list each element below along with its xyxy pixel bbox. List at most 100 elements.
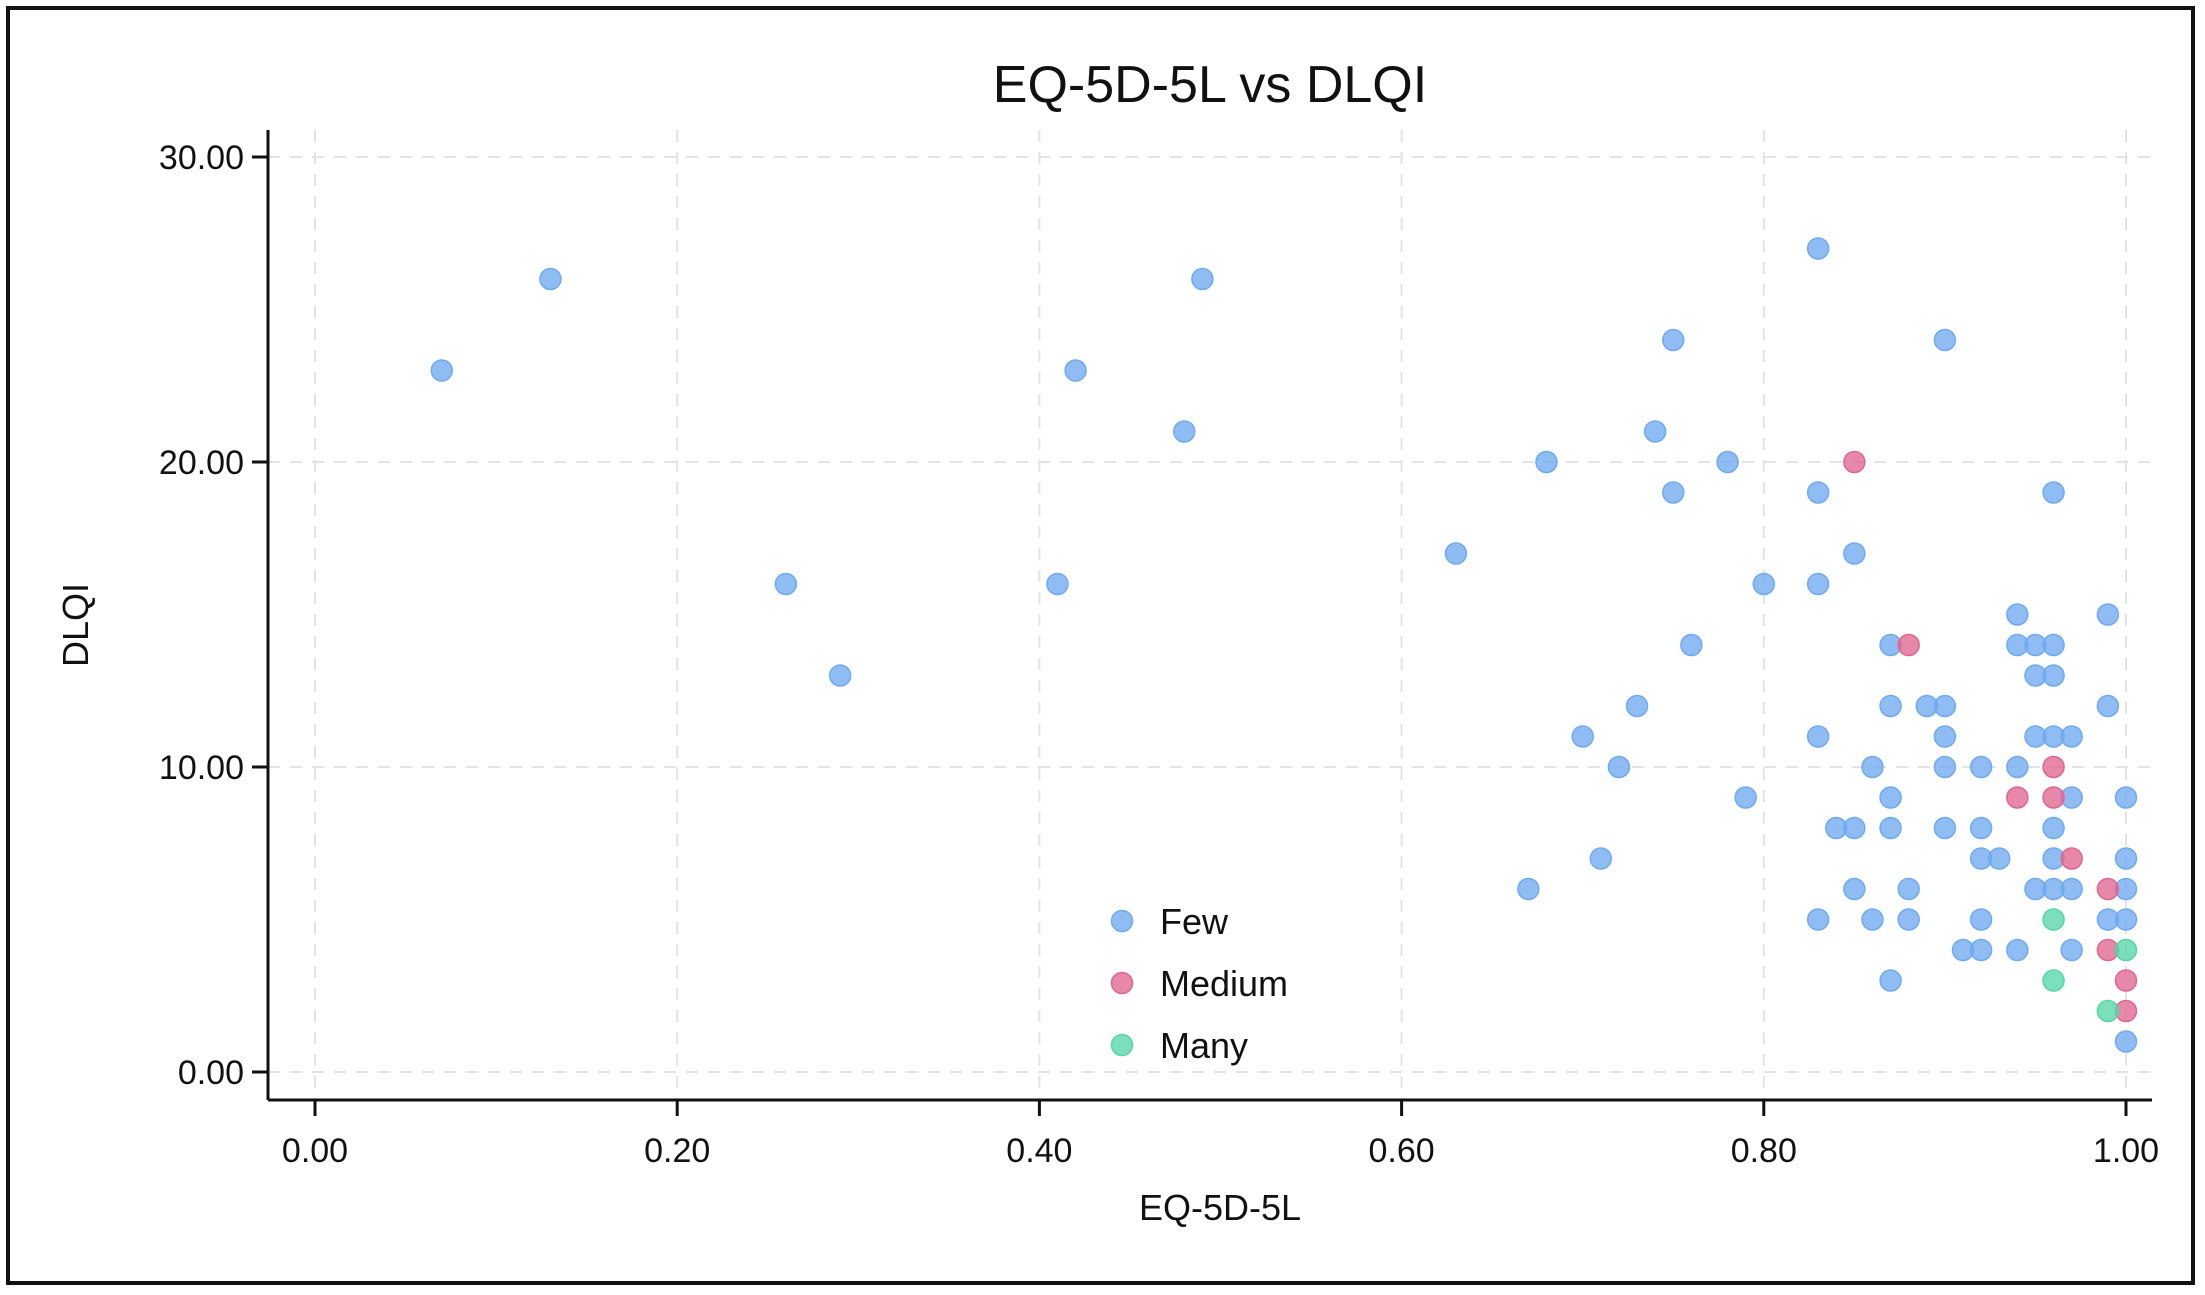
- y-tick-label: 20.00: [159, 444, 244, 482]
- data-point-few: [1625, 694, 1649, 718]
- data-point-few: [2042, 481, 2065, 504]
- x-tick-label: 1.00: [2093, 1132, 2159, 1170]
- data-point-medium: [1897, 633, 1920, 657]
- legend: Few Medium Many: [1110, 901, 1288, 1066]
- data-point-many: [2114, 938, 2138, 962]
- data-point-few: [539, 267, 562, 291]
- data-point-few: [774, 572, 798, 596]
- data-point-medium: [2114, 969, 2138, 992]
- data-point-few: [1806, 725, 1830, 748]
- data-point-few: [1879, 816, 1902, 840]
- data-point-few: [2060, 938, 2083, 962]
- data-point-many: [2096, 999, 2120, 1023]
- data-point-few: [1517, 877, 1540, 901]
- data-point-few: [1191, 267, 1214, 291]
- data-point-medium: [2096, 877, 2120, 901]
- data-point-few: [1933, 816, 1957, 840]
- grid-lines: [268, 130, 2152, 1100]
- data-point-few: [1607, 755, 1631, 779]
- data-point-few: [1861, 908, 1884, 931]
- data-point-few: [1933, 755, 1957, 779]
- data-point-few: [1173, 420, 1196, 443]
- data-point-few: [1662, 328, 1685, 352]
- data-point-few: [1897, 877, 1920, 901]
- y-axis-label: DLQI: [55, 583, 96, 667]
- data-point-few: [430, 359, 454, 382]
- data-point-few: [2042, 664, 2065, 687]
- legend-label-medium: Medium: [1160, 963, 1288, 1004]
- data-point-few: [2114, 1030, 2138, 1053]
- data-point-few: [2114, 908, 2138, 931]
- data-point-few: [1806, 237, 1830, 260]
- y-tick-label: 30.00: [159, 139, 244, 177]
- legend-marker-few: [1110, 909, 1134, 933]
- chart-frame: [6, 6, 2195, 1285]
- data-point-few: [1662, 481, 1685, 504]
- data-point-medium: [2060, 847, 2083, 870]
- y-tick-label: 10.00: [159, 749, 244, 787]
- data-point-few: [1535, 450, 1558, 474]
- data-point-few: [2096, 694, 2120, 718]
- data-point-many: [2042, 908, 2065, 931]
- data-point-few: [1933, 328, 1957, 352]
- data-point-few: [1879, 969, 1902, 992]
- data-point-few: [1806, 481, 1830, 504]
- legend-marker-many: [1110, 1033, 1134, 1057]
- data-point-few: [2006, 938, 2029, 962]
- x-tick-label: 0.60: [1369, 1132, 1435, 1170]
- data-point-few: [1752, 572, 1776, 596]
- data-point-few: [1571, 725, 1594, 748]
- data-point-medium: [1843, 450, 1866, 474]
- data-point-medium: [2006, 786, 2029, 809]
- data-point-medium: [2042, 755, 2065, 779]
- data-point-few: [828, 664, 852, 687]
- data-point-few: [2006, 603, 2029, 626]
- data-point-few: [2114, 786, 2138, 809]
- data-point-few: [1843, 877, 1866, 901]
- data-point-few: [1046, 572, 1069, 596]
- data-point-few: [1933, 694, 1957, 718]
- data-point-few: [1969, 908, 1993, 931]
- data-point-few: [2042, 816, 2065, 840]
- data-point-few: [2114, 847, 2138, 870]
- chart-title: EQ-5D-5L vs DLQI: [993, 56, 1427, 114]
- legend-marker-medium: [1110, 971, 1134, 995]
- data-point-few: [1643, 420, 1667, 443]
- data-point-medium: [2042, 786, 2065, 809]
- data-point-few: [1716, 450, 1739, 474]
- data-point-few: [1933, 725, 1957, 748]
- data-point-few: [1969, 938, 1993, 962]
- data-point-few: [1861, 755, 1884, 779]
- data-point-few: [1897, 908, 1920, 931]
- data-point-few: [2042, 633, 2065, 657]
- data-point-few: [2060, 877, 2083, 901]
- legend-label-few: Few: [1160, 901, 1229, 942]
- data-point-few: [1843, 542, 1866, 565]
- x-tick-label: 0.20: [644, 1132, 710, 1170]
- x-axis-label: EQ-5D-5L: [1139, 1187, 1301, 1228]
- data-point-few: [1987, 847, 2011, 870]
- data-point-few: [1843, 816, 1866, 840]
- data-point-few: [1969, 816, 1993, 840]
- data-point-few: [2060, 725, 2083, 748]
- data-point-few: [1969, 755, 1993, 779]
- data-points: [430, 237, 2138, 1053]
- x-tick-label: 0.00: [282, 1132, 348, 1170]
- axes: 0.00 0.20 0.40 0.60 0.80 1.00 0.00 10.00 20.00 30…: [159, 130, 2159, 1170]
- data-point-many: [2042, 969, 2065, 992]
- data-point-few: [1806, 572, 1830, 596]
- data-point-few: [1064, 359, 1087, 382]
- data-point-few: [2006, 755, 2029, 779]
- data-point-few: [1806, 908, 1830, 931]
- y-tick-label: 0.00: [178, 1054, 244, 1092]
- x-tick-label: 0.40: [1006, 1132, 1072, 1170]
- data-point-few: [1680, 633, 1703, 657]
- legend-label-many: Many: [1160, 1025, 1248, 1066]
- data-point-few: [1879, 786, 1902, 809]
- data-point-few: [2096, 603, 2120, 626]
- data-point-few: [1444, 542, 1468, 565]
- data-point-few: [1589, 847, 1613, 870]
- x-tick-label: 0.80: [1731, 1132, 1797, 1170]
- data-point-few: [1734, 786, 1757, 809]
